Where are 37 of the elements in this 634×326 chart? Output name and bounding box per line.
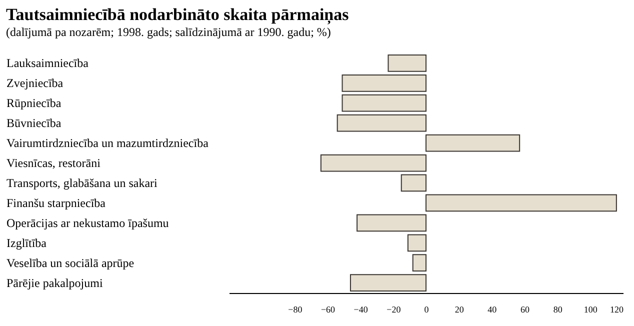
bar [336, 114, 426, 132]
x-tick-label: −20 [386, 304, 402, 314]
x-tick-label: 20 [454, 304, 464, 314]
x-tick-label: 80 [553, 304, 563, 314]
bar [320, 154, 426, 172]
y-tick-label: Būvniecība [6, 116, 62, 130]
bar [350, 274, 426, 292]
x-tick-label: 60 [520, 304, 530, 314]
bar [426, 134, 520, 152]
y-tick-label: Pārējie pakalpojumi [6, 276, 104, 290]
y-tick-label: Vairumtirdzniecība un mazumtirdzniecība [6, 136, 210, 150]
y-tick-label: Izglītība [6, 236, 48, 250]
y-tick-label: Viesnīcas, restorāni [6, 156, 102, 170]
bar [412, 254, 426, 272]
x-tick-label: −80 [288, 304, 303, 314]
bar [356, 214, 426, 232]
y-tick-label: Veselība un sociālā aprūpe [6, 256, 134, 270]
y-tick-label: Lauksaimniecība [6, 56, 90, 70]
y-tick-label: Rūpniecība [6, 96, 62, 110]
bar [342, 94, 426, 112]
bar [388, 54, 426, 72]
y-tick-label: Transports, glabāšana un sakari [6, 176, 158, 190]
bar [426, 194, 617, 212]
x-tick-label: −40 [354, 304, 368, 314]
chart-subtitle: (dalījumā pa nozarēm; 1998. gads; salīdzinājumā ar 1990. gadu; %) [6, 25, 331, 39]
chart-title: Tautsaimniecībā nodarbināto skaita pārmaiņas [6, 5, 350, 25]
bar [400, 174, 426, 192]
x-tick-label: 100 [584, 304, 598, 314]
x-tick-label: 120 [610, 304, 624, 314]
y-tick-label: Finanšu starpniecība [6, 196, 106, 210]
bar [407, 234, 426, 252]
x-tick-label: 0 [424, 304, 430, 314]
x-tick-label: −60 [320, 304, 336, 314]
y-tick-label: Operācijas ar nekustamo īpašumu [6, 216, 169, 230]
bar [342, 74, 426, 92]
y-tick-label: Zvejniecība [6, 76, 64, 90]
x-tick-label: 40 [488, 304, 498, 314]
